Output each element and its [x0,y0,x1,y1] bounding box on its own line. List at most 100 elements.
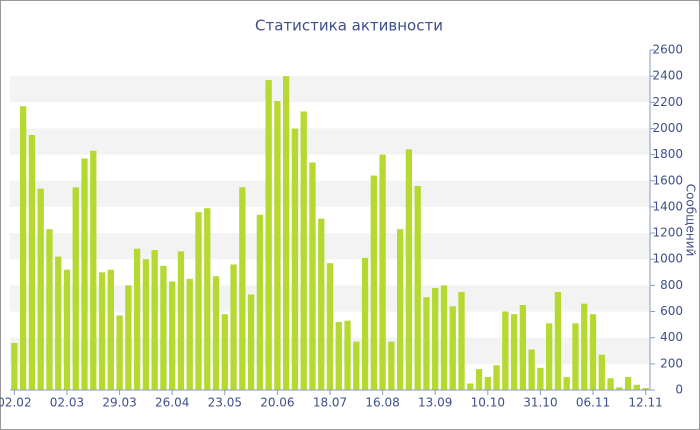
bar [502,311,509,390]
x-tick-label: 12.11 [628,396,662,410]
y-tick-label: 2200 [652,95,683,109]
bar [624,376,632,390]
x-tick-label: 13.09 [418,396,452,410]
bar [616,387,623,390]
y-tick-label: 2600 [652,43,683,57]
bar [388,341,395,390]
y-tick-label: 2000 [652,121,683,135]
bar [414,186,421,390]
bar [55,256,62,390]
bar [440,285,448,390]
bar [318,218,325,390]
bar [563,376,570,390]
grid-band [10,180,650,207]
bar [160,265,167,390]
bar [230,264,237,390]
y-tick-label: 400 [660,330,683,344]
bar [510,314,518,390]
y-axis-label: Сообщений [684,184,698,257]
bar [90,150,97,390]
bar [607,378,614,390]
bar [11,342,18,390]
bar [475,369,483,390]
y-tick-label: 1200 [652,226,683,240]
bar [554,291,562,390]
y-tick-label: 2400 [652,69,683,83]
x-tick-label: 06.11 [576,396,610,410]
bar [274,101,281,390]
bar [493,365,500,390]
bar [344,320,351,390]
bar [81,158,88,390]
x-tick-label: 23.05 [208,396,242,410]
bar [195,212,202,390]
y-tick-label: 1000 [652,252,683,266]
bar [361,257,369,390]
bar [19,106,27,390]
bar [353,341,360,390]
bar [212,276,220,390]
bar [537,367,544,390]
grid-band [10,76,650,103]
x-tick-label: 26.04 [155,396,189,410]
bar [204,208,211,390]
bar [107,269,114,390]
bar [370,175,377,390]
bar [72,187,79,390]
x-tick-label: 16.08 [365,396,399,410]
bar [335,322,342,390]
x-tick-label: 02.02 [0,396,32,410]
bar [458,291,465,390]
bar [467,383,474,390]
bar [449,306,456,390]
bar [519,305,527,390]
bar [221,314,228,390]
bar [142,259,150,390]
bar [256,214,264,390]
grid-band [10,233,650,260]
x-tick-label: 02.03 [50,396,84,410]
y-tick-label: 0 [675,383,683,397]
bar [379,154,386,390]
bar [633,384,641,390]
x-tick-label: 20.06 [260,396,294,410]
grid-band [10,128,650,155]
bar [125,285,132,390]
bar [46,229,53,390]
bar [432,288,439,390]
bar [300,111,307,390]
bar [37,188,44,390]
y-tick-label: 200 [660,356,683,370]
bar [283,76,290,391]
bar [581,303,588,390]
x-tick-label: 31.10 [523,396,557,410]
y-tick-label: 1600 [652,173,683,187]
bar [28,135,36,390]
bar [528,349,535,390]
bar [133,248,141,390]
bar [572,323,579,390]
bar [239,187,246,390]
bar [546,323,553,390]
bar [151,250,158,390]
x-tick-label: 10.10 [471,396,505,410]
bar [589,314,597,390]
bar [291,128,299,390]
y-tick-label: 1800 [652,147,683,161]
bar [116,315,123,390]
x-tick-label: 18.07 [313,396,347,410]
bar [326,263,334,390]
y-tick-label: 1400 [652,199,683,213]
bar [177,251,185,390]
y-tick-label: 800 [660,278,683,292]
bar [247,294,255,390]
bar [598,354,605,390]
bar [98,272,106,390]
bar [265,80,272,391]
chart-title: Статистика активности [255,17,443,35]
bar [484,376,491,390]
bar [405,149,413,390]
bar [186,278,193,390]
x-tick-label: 29.03 [102,396,136,410]
